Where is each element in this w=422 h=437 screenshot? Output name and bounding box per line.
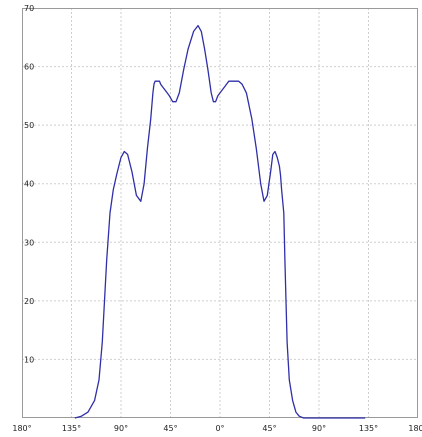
x-tick-label: 180° — [12, 424, 31, 433]
x-tick-label: 0° — [215, 424, 224, 433]
y-tick-label: 60 — [24, 63, 34, 72]
plot-frame — [22, 8, 418, 418]
x-tick-label: 135° — [62, 424, 81, 433]
y-tick-label: 10 — [24, 355, 34, 364]
y-tick-label: 70 — [24, 4, 34, 13]
x-tick-label: 45° — [262, 424, 276, 433]
x-tick-label: 90° — [312, 424, 326, 433]
x-tick-label: 180° — [408, 424, 422, 433]
x-tick-labels: 180° 135° 90° 45° 0° 45° 90° 135° 180° — [12, 424, 422, 433]
x-tick-label: 45° — [163, 424, 177, 433]
x-tick-label: 135° — [359, 424, 378, 433]
x-tick-label: 90° — [114, 424, 128, 433]
y-tick-label: 50 — [24, 121, 34, 130]
series-line — [74, 24, 366, 419]
y-tick-labels: 10 20 30 40 50 60 70 — [24, 4, 34, 364]
plot-area — [22, 8, 418, 419]
y-tick-label: 20 — [24, 297, 34, 306]
y-tick-label: 40 — [24, 180, 34, 189]
y-tick-label: 30 — [24, 238, 34, 247]
